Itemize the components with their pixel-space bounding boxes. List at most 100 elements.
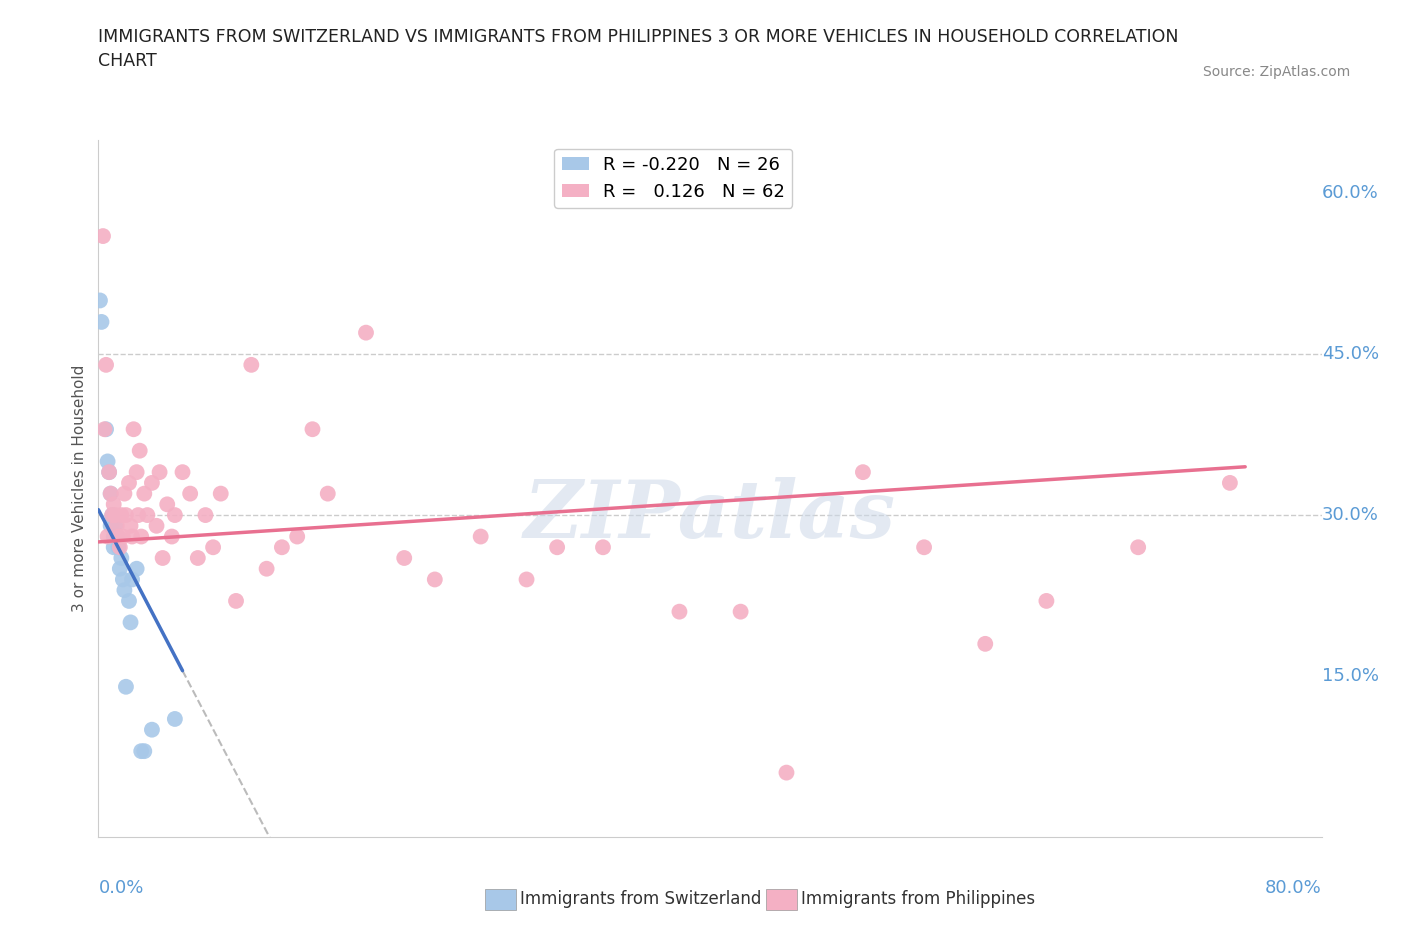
Point bbox=[128, 444, 150, 458]
Point bbox=[392, 551, 416, 565]
Point bbox=[202, 539, 225, 554]
Point bbox=[187, 551, 209, 565]
Point bbox=[118, 593, 141, 608]
Point bbox=[104, 508, 127, 523]
Point bbox=[354, 326, 377, 340]
Point bbox=[110, 551, 132, 565]
Point bbox=[172, 465, 194, 480]
Point bbox=[90, 314, 112, 329]
Point bbox=[104, 518, 127, 533]
Point bbox=[592, 539, 614, 554]
Point bbox=[108, 562, 131, 577]
Point bbox=[97, 454, 120, 469]
Point bbox=[136, 508, 159, 523]
Point bbox=[115, 508, 138, 523]
Point bbox=[134, 744, 156, 759]
Point bbox=[730, 604, 752, 619]
Point bbox=[91, 229, 114, 244]
Y-axis label: 3 or more Vehicles in Household: 3 or more Vehicles in Household bbox=[72, 365, 87, 612]
Point bbox=[98, 465, 121, 480]
Point bbox=[1035, 593, 1057, 608]
Point bbox=[101, 508, 124, 523]
Text: 80.0%: 80.0% bbox=[1265, 879, 1322, 897]
Point bbox=[103, 539, 125, 554]
Point bbox=[285, 529, 308, 544]
Point bbox=[112, 486, 135, 501]
Point bbox=[103, 529, 125, 544]
Point bbox=[470, 529, 492, 544]
Point bbox=[108, 539, 131, 554]
Point bbox=[120, 615, 142, 630]
Point bbox=[125, 465, 148, 480]
Text: 45.0%: 45.0% bbox=[1322, 345, 1379, 363]
Point bbox=[89, 293, 111, 308]
Point bbox=[110, 508, 132, 523]
Point bbox=[122, 422, 145, 437]
Point bbox=[156, 497, 179, 512]
Text: 0.0%: 0.0% bbox=[98, 879, 143, 897]
Point bbox=[912, 539, 935, 554]
Point bbox=[423, 572, 446, 587]
Point bbox=[134, 486, 156, 501]
Point bbox=[546, 539, 568, 554]
Point bbox=[100, 486, 122, 501]
Point bbox=[516, 572, 538, 587]
Text: Source: ZipAtlas.com: Source: ZipAtlas.com bbox=[1202, 65, 1350, 79]
Text: ZIPatlas: ZIPatlas bbox=[524, 477, 896, 555]
Point bbox=[120, 518, 142, 533]
Text: Immigrants from Switzerland: Immigrants from Switzerland bbox=[520, 890, 762, 909]
Point bbox=[111, 529, 134, 544]
Legend: R = -0.220   N = 26, R =   0.126   N = 62: R = -0.220 N = 26, R = 0.126 N = 62 bbox=[554, 149, 792, 208]
Point bbox=[101, 508, 124, 523]
Point bbox=[100, 486, 122, 501]
Point bbox=[301, 422, 323, 437]
Point bbox=[105, 529, 128, 544]
Point bbox=[316, 486, 339, 501]
Point bbox=[115, 679, 138, 694]
Point bbox=[112, 583, 135, 598]
Point bbox=[852, 465, 875, 480]
Text: Immigrants from Philippines: Immigrants from Philippines bbox=[801, 890, 1036, 909]
Point bbox=[121, 529, 143, 544]
Text: 15.0%: 15.0% bbox=[1322, 667, 1379, 685]
Point bbox=[93, 422, 115, 437]
Point bbox=[125, 562, 148, 577]
Point bbox=[141, 475, 163, 490]
Point bbox=[179, 486, 201, 501]
Point bbox=[127, 508, 149, 523]
Point bbox=[974, 636, 997, 651]
Point bbox=[111, 572, 134, 587]
Point bbox=[194, 508, 217, 523]
Point bbox=[94, 422, 117, 437]
Point bbox=[107, 529, 129, 544]
Text: 60.0%: 60.0% bbox=[1322, 184, 1378, 202]
Point bbox=[256, 562, 278, 577]
Text: IMMIGRANTS FROM SWITZERLAND VS IMMIGRANTS FROM PHILIPPINES 3 OR MORE VEHICLES IN: IMMIGRANTS FROM SWITZERLAND VS IMMIGRANT… bbox=[98, 28, 1178, 70]
Point bbox=[141, 723, 163, 737]
Point bbox=[1128, 539, 1150, 554]
Point bbox=[240, 357, 263, 372]
Point bbox=[775, 765, 797, 780]
Point bbox=[152, 551, 174, 565]
Point bbox=[163, 711, 186, 726]
Point bbox=[97, 529, 120, 544]
Point bbox=[668, 604, 690, 619]
Text: 30.0%: 30.0% bbox=[1322, 506, 1378, 525]
Point bbox=[270, 539, 292, 554]
Point bbox=[1219, 475, 1241, 490]
Point bbox=[105, 518, 128, 533]
Point bbox=[145, 518, 167, 533]
Point bbox=[107, 539, 129, 554]
Point bbox=[129, 529, 152, 544]
Point bbox=[98, 465, 121, 480]
Point bbox=[129, 744, 152, 759]
Point bbox=[209, 486, 232, 501]
Point bbox=[100, 518, 122, 533]
Point bbox=[160, 529, 183, 544]
Point bbox=[118, 475, 141, 490]
Point bbox=[121, 572, 143, 587]
Point bbox=[149, 465, 172, 480]
Point bbox=[94, 357, 117, 372]
Point bbox=[103, 497, 125, 512]
Point bbox=[225, 593, 247, 608]
